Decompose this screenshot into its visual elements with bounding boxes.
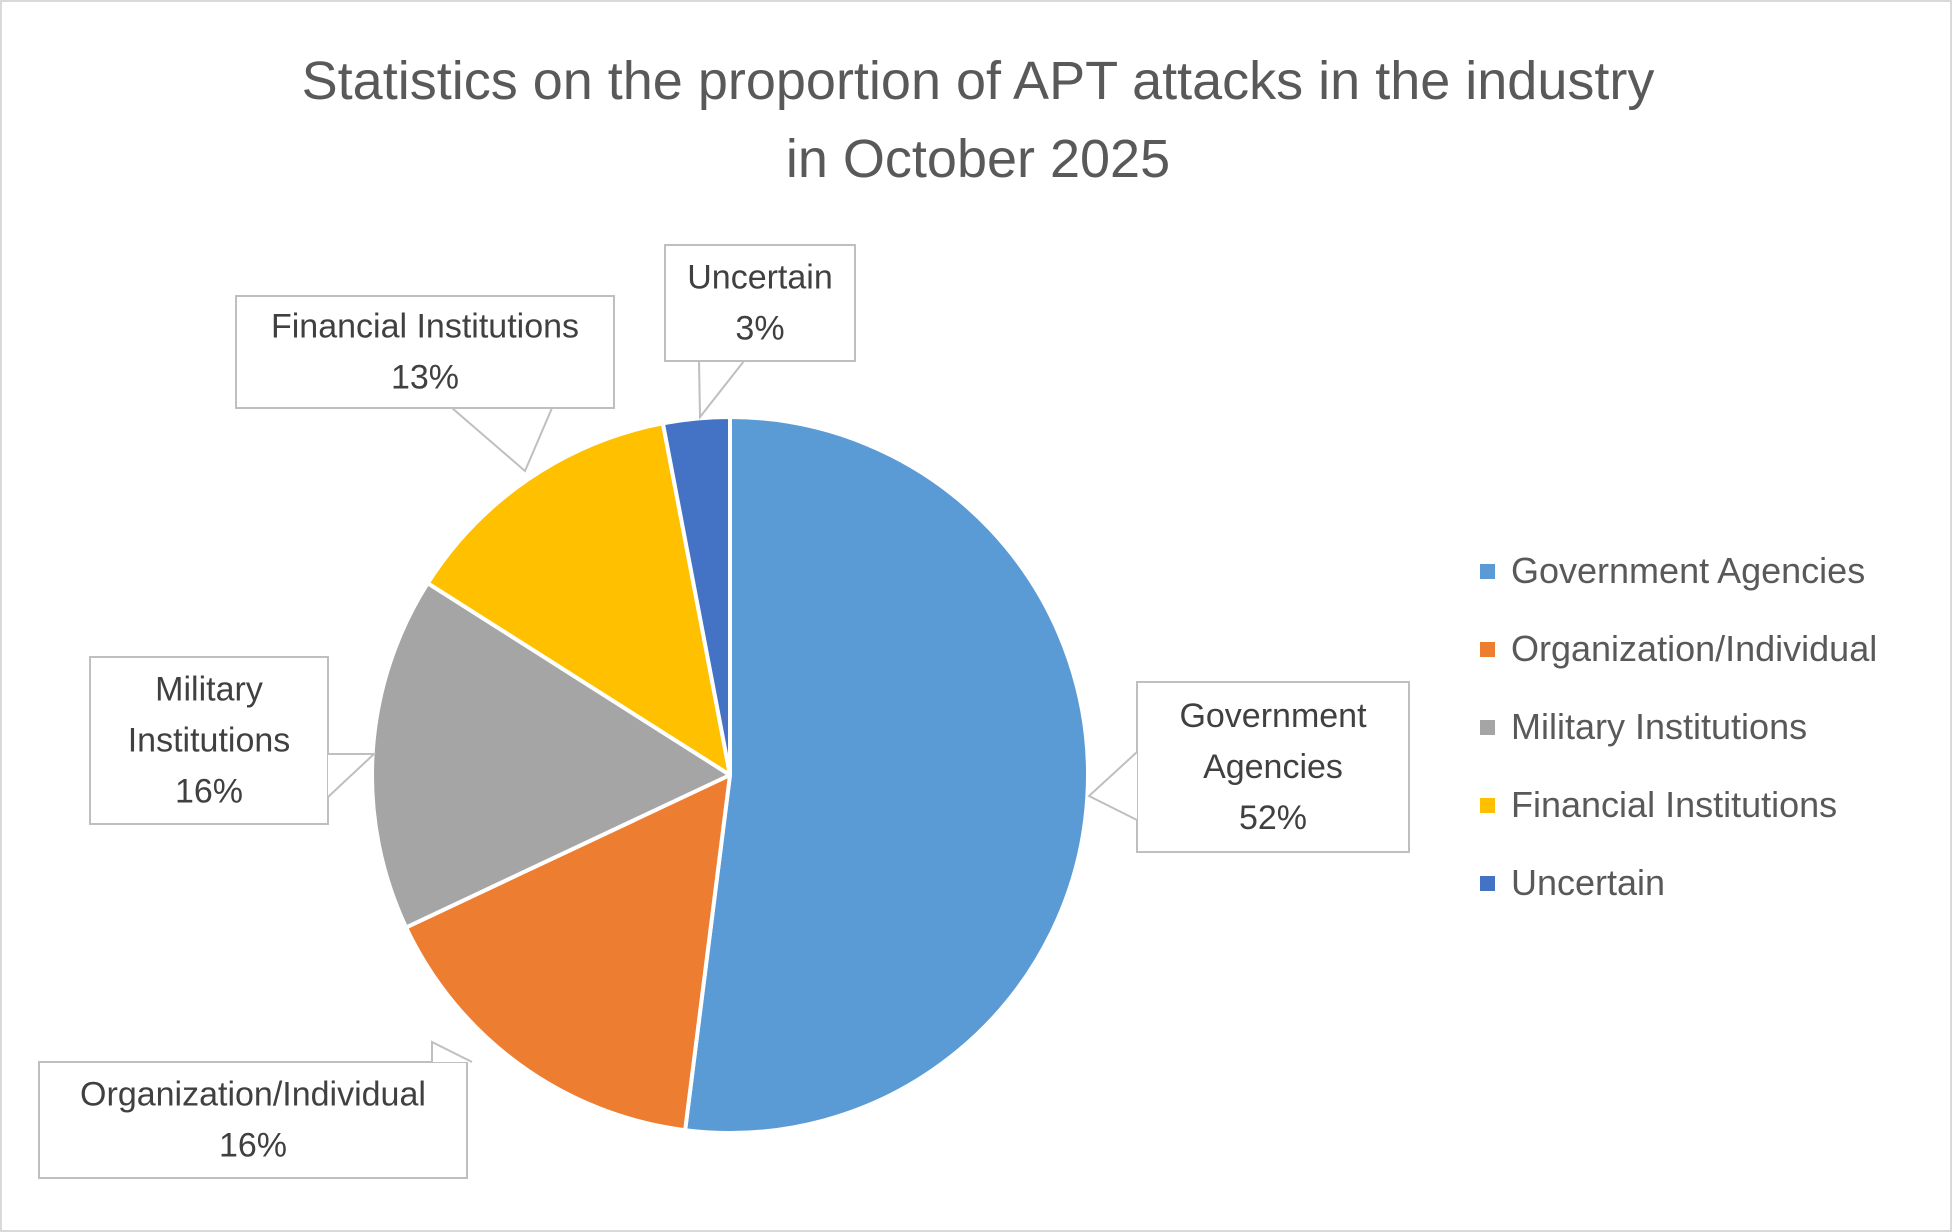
legend-item-financial-institutions: Financial Institutions xyxy=(1480,766,1877,844)
slice-financial-institutions xyxy=(425,421,732,777)
legend-item-uncertain: Uncertain xyxy=(1480,844,1877,922)
legend-label: Organization/Individual xyxy=(1511,628,1878,669)
data-label-value: 3% xyxy=(735,310,784,348)
data-label-category: Uncertain xyxy=(687,259,833,297)
chart-legend: Government Agencies Organization/Individ… xyxy=(1480,532,1877,922)
legend-swatch xyxy=(1480,563,1495,579)
callout-box xyxy=(38,1061,468,1179)
data-label-value: 13% xyxy=(391,359,459,397)
label-financial-institutions: Financial Institutions 13% xyxy=(235,295,615,473)
label-uncertain: Uncertain 3% xyxy=(664,244,856,420)
data-label-value: 16% xyxy=(219,1127,287,1165)
label-military-institutions: Military Institutions 16% xyxy=(89,656,377,825)
legend-label: Military Institutions xyxy=(1511,706,1808,747)
leader-line xyxy=(327,753,377,798)
chart-title: Statistics on the proportion of APT atta… xyxy=(2,42,1952,198)
slice-uncertain xyxy=(660,415,732,777)
data-label-category: Financial Institutions xyxy=(271,308,579,346)
legend-swatch xyxy=(1480,641,1495,657)
legend-label: Uncertain xyxy=(1511,862,1666,903)
chart-title-line-1: Statistics on the proportion of APT atta… xyxy=(301,51,1655,111)
callout-box xyxy=(1136,681,1410,853)
chart-title-line-2: in October 2025 xyxy=(785,129,1171,189)
data-label-category: Government xyxy=(1179,697,1367,735)
leader-line xyxy=(698,360,745,420)
data-label-category: Agencies xyxy=(1203,748,1343,786)
legend-item-government-agencies: Government Agencies xyxy=(1480,532,1877,610)
legend-item-military-institutions: Military Institutions xyxy=(1480,688,1877,766)
legend-swatch xyxy=(1480,797,1495,813)
slice-military-institutions xyxy=(370,581,732,930)
legend-item-organization-individual: Organization/Individual xyxy=(1480,610,1877,688)
label-government-agencies: Government Agencies 52% xyxy=(1087,681,1410,853)
leader-line xyxy=(431,1040,473,1063)
label-organization-individual: Organization/Individual 16% xyxy=(38,1040,473,1179)
leader-line xyxy=(451,407,553,473)
data-label-category: Institutions xyxy=(128,722,291,760)
slice-organization-individual xyxy=(404,773,732,1133)
data-label-category: Organization/Individual xyxy=(80,1076,426,1114)
callout-box xyxy=(664,244,856,362)
legend-label: Government Agencies xyxy=(1511,550,1866,591)
data-label-value: 52% xyxy=(1239,799,1307,837)
leader-line xyxy=(1087,751,1138,821)
legend-swatch xyxy=(1480,875,1495,891)
legend-swatch xyxy=(1480,719,1495,735)
callout-box xyxy=(235,295,615,409)
data-label-value: 16% xyxy=(175,773,243,811)
data-label-category: Military xyxy=(155,671,263,709)
legend-label: Financial Institutions xyxy=(1511,784,1838,825)
callout-box xyxy=(89,656,329,825)
slice-government-agencies xyxy=(683,415,1090,1135)
